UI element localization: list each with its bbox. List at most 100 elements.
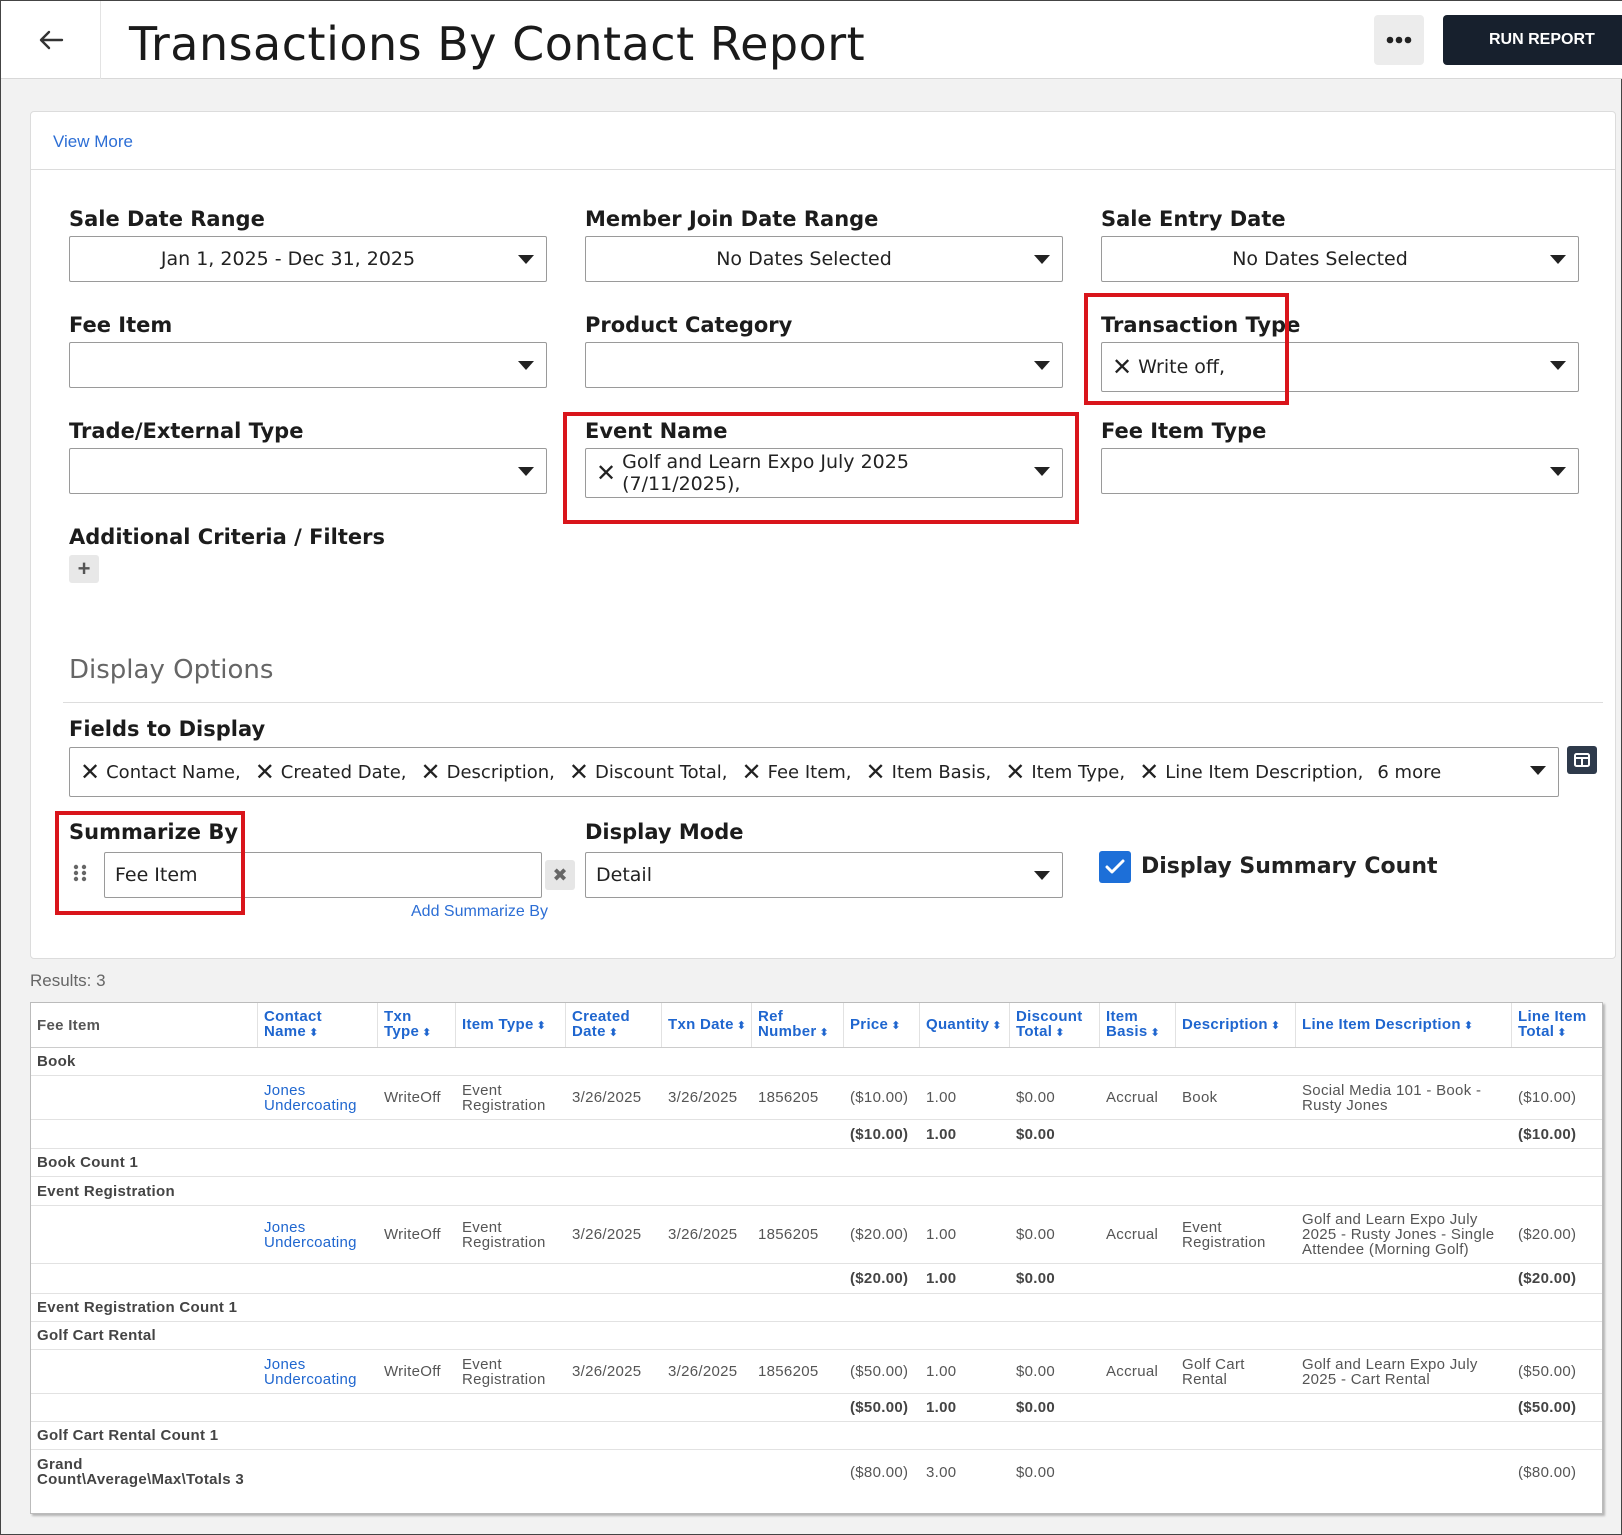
column-header-ref-number[interactable]: Ref Number ⬍ [758,1003,840,1047]
member-join-date-range-value: No Dates Selected [716,248,892,270]
column-header-contact-name[interactable]: Contact Name ⬍ [264,1003,374,1047]
group-header-row: Golf Cart Rental [31,1322,1602,1350]
column-divider [1175,1003,1176,1047]
add-criteria-button[interactable]: + [69,555,99,583]
add-summarize-by-link[interactable]: Add Summarize By [411,903,548,920]
subtotal-discount: $0.00 [1016,1125,1056,1143]
column-header-label: Description [1182,1015,1268,1033]
product-category-label: Product Category [585,313,793,337]
column-header-txn-type[interactable]: Txn Type ⬍ [384,1003,454,1047]
back-button[interactable] [1,1,101,79]
more-options-button[interactable] [1374,15,1424,65]
group-count-row: Event Registration Count 1 [31,1294,1602,1322]
item-basis-cell: Accrual [1106,1226,1159,1243]
field-chip-label: Line Item Description, [1165,761,1364,783]
fee-item-type-value [1112,449,1538,493]
remove-chip-icon[interactable]: ✕ [596,459,617,487]
column-header-txn-date[interactable]: Txn Date ⬍ [668,1003,748,1047]
page-title: Transactions By Contact Report [129,17,866,71]
chevron-down-icon [518,361,534,370]
contact-name-link[interactable]: Jones Undercoating [264,1218,357,1251]
product-category-select[interactable] [585,342,1063,388]
created-date-cell: 3/26/2025 [572,1363,642,1380]
remove-chip-icon[interactable]: ✕ [1005,758,1026,786]
columns-button[interactable] [1567,746,1597,774]
column-header-description[interactable]: Description ⬍ [1182,1003,1294,1047]
grand-total-discount: $0.00 [1016,1463,1056,1481]
contact-name-link[interactable]: Jones Undercoating [264,1355,357,1388]
subtotal-discount: $0.00 [1016,1270,1056,1287]
field-chip-label: Created Date, [280,761,407,783]
field-chip-label: Discount Total, [594,761,728,783]
group-count: Golf Cart Rental Count 1 [37,1427,219,1444]
subtotal-quantity: 1.00 [926,1270,957,1287]
sale-entry-date-select[interactable]: No Dates Selected [1101,236,1579,282]
column-header-quantity[interactable]: Quantity ⬍ [926,1003,1008,1047]
column-header-label: Price [850,1015,889,1033]
remove-chip-icon[interactable]: ✕ [420,758,441,786]
field-chip-label: Description, [446,761,555,783]
column-divider [1511,1003,1512,1047]
display-mode-select[interactable]: Detail [585,852,1063,898]
remove-chip-icon[interactable]: ✕ [568,758,589,786]
run-report-button[interactable]: RUN REPORT [1443,15,1622,65]
criteria-panel: View More Sale Date Range Jan 1, 2025 - … [30,111,1616,959]
subtotal-row: ($50.00) 1.00 $0.00 ($50.00) [31,1394,1602,1422]
additional-criteria-label: Additional Criteria / Filters [69,525,385,549]
remove-chip-icon[interactable]: ✕ [80,758,101,786]
fee-item-select[interactable] [69,342,547,388]
column-header-label: Contact Name [264,1008,322,1040]
remove-chip-icon[interactable]: ✕ [865,758,886,786]
column-header-discount-total[interactable]: Discount Total ⬍ [1016,1003,1096,1047]
sort-icon: ⬍ [992,1019,1002,1032]
column-header-item-basis[interactable]: Item Basis ⬍ [1106,1003,1172,1047]
line-item-total-cell: ($20.00) [1518,1226,1577,1243]
contact-name-link[interactable]: Jones Undercoating [264,1081,357,1114]
clear-summarize-button[interactable]: ✖ [545,860,575,890]
arrow-left-icon [39,30,63,50]
event-name-select[interactable]: ✕ Golf and Learn Expo July 2025 (7/11/20… [585,448,1063,498]
txn-date-cell: 3/26/2025 [668,1226,738,1243]
fee-item-type-select[interactable] [1101,448,1579,494]
chevron-down-icon [1550,361,1566,370]
field-chip-label: Item Type, [1031,761,1126,783]
remove-chip-icon[interactable]: ✕ [1139,758,1160,786]
member-join-date-range-select[interactable]: No Dates Selected [585,236,1063,282]
remove-chip-icon[interactable]: ✕ [1112,353,1133,381]
view-more-link[interactable]: View More [53,132,133,151]
item-basis-cell: Accrual [1106,1089,1159,1106]
trade-external-type-select[interactable] [69,448,547,494]
column-divider [751,1003,752,1047]
sort-icon: ⬍ [1150,1027,1161,1039]
subtotal-price: ($50.00) [850,1399,909,1416]
column-header-line-item-description[interactable]: Line Item Description ⬍ [1302,1003,1507,1047]
summarize-by-value: Fee Item [115,864,198,886]
txn-date-cell: 3/26/2025 [668,1089,738,1106]
column-header-price[interactable]: Price ⬍ [850,1003,920,1047]
subtotal-line-total: ($10.00) [1518,1125,1577,1143]
subtotal-line-total: ($50.00) [1518,1399,1577,1416]
event-name-chip: ✕ Golf and Learn Expo July 2025 (7/11/20… [596,449,1022,497]
sale-date-range-select[interactable]: Jan 1, 2025 - Dec 31, 2025 [69,236,547,282]
txn-type-cell: WriteOff [384,1226,441,1243]
display-options-title: Display Options [69,655,274,685]
drag-handle-icon[interactable] [73,864,87,887]
more-fields-count[interactable]: 6 more [1377,761,1442,783]
txn-date-cell: 3/26/2025 [668,1363,738,1380]
fields-to-display-select[interactable]: ✕ Contact Name, ✕ Created Date, ✕ Descripti… [69,747,1559,797]
price-cell: ($20.00) [850,1226,909,1243]
check-icon [1105,859,1125,874]
column-header-created-date[interactable]: Created Date ⬍ [572,1003,657,1047]
subtotal-discount: $0.00 [1016,1399,1056,1416]
remove-chip-icon[interactable]: ✕ [254,758,275,786]
column-divider [1295,1003,1296,1047]
column-header-line-item-total[interactable]: Line Item Total ⬍ [1518,1003,1600,1047]
transaction-type-select[interactable]: ✕ Write off, [1101,342,1579,392]
sort-icon: ⬍ [608,1027,619,1039]
remove-chip-icon[interactable]: ✕ [741,758,762,786]
column-header-item-type[interactable]: Item Type ⬍ [462,1003,567,1047]
column-header-label: Txn Type [384,1008,420,1040]
display-summary-count-checkbox[interactable] [1099,851,1131,883]
summarize-by-input[interactable]: Fee Item [104,852,542,898]
txn-type-cell: WriteOff [384,1089,441,1106]
